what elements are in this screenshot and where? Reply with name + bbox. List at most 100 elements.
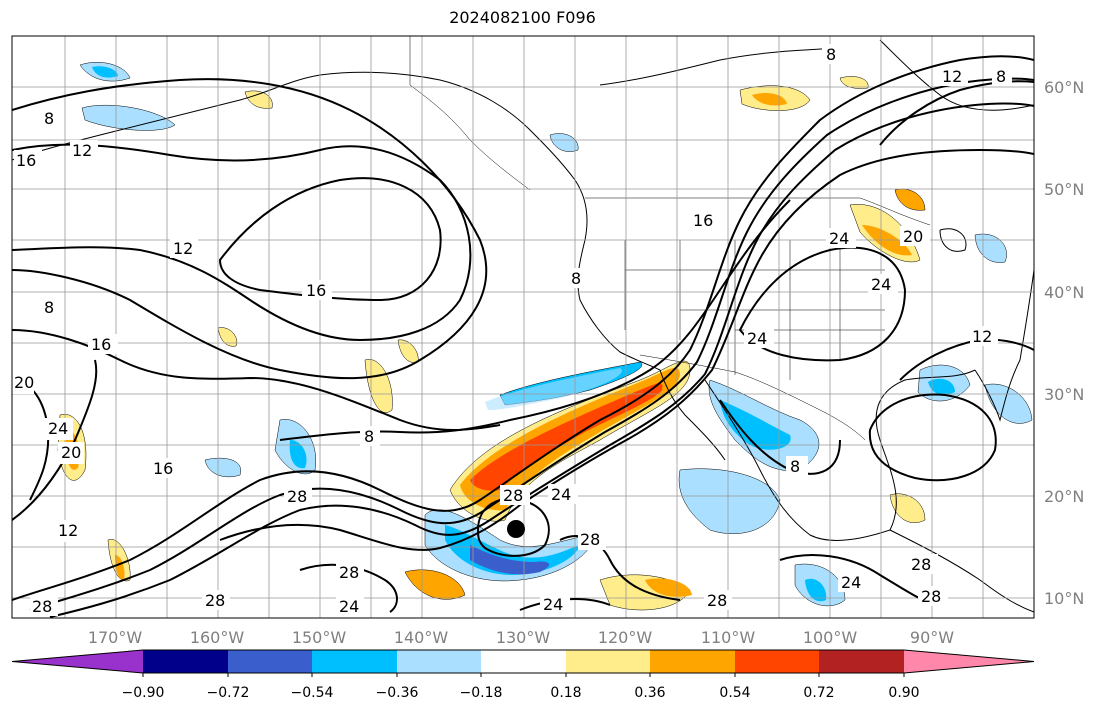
colorbar-segment xyxy=(397,650,481,673)
contour-16-north xyxy=(218,177,442,302)
colorbar-segments xyxy=(11,649,1035,674)
lakes-warm xyxy=(894,188,926,211)
latitude-labels: 60°N 50°N 40°N 30°N 20°N 10°N xyxy=(1044,78,1084,608)
contour-label-16: 16 xyxy=(306,281,326,300)
contour-label-group: 8 12 16 12 16 8 16 20 24 20 16 12 8 xyxy=(12,44,1012,616)
contour-label-16: 16 xyxy=(153,459,173,478)
alaska-coast xyxy=(12,71,588,241)
south-cold-east-core xyxy=(805,578,827,602)
storm-center-marker xyxy=(507,520,525,538)
contour-label-12: 12 xyxy=(173,239,193,258)
contour-label-16: 16 xyxy=(693,211,713,230)
warm-band-red xyxy=(470,383,663,491)
contour-label-28: 28 xyxy=(503,486,523,505)
canada-warm-core xyxy=(752,93,787,106)
us-mexico-border xyxy=(639,354,866,441)
south-warm-left xyxy=(404,569,466,600)
contours xyxy=(12,55,1034,618)
colorbar-tick-label: 0.36 xyxy=(634,685,665,701)
map-title: 2024082100 F096 xyxy=(449,8,596,27)
contour-label-20: 20 xyxy=(903,227,923,246)
colorbar-tick-label: −0.18 xyxy=(460,685,503,701)
lat-label-20n: 20°N xyxy=(1044,487,1084,506)
canada-warm-east xyxy=(839,76,869,89)
colorbar-tick-label: −0.90 xyxy=(122,685,165,701)
contour-label-12: 12 xyxy=(72,141,92,160)
lon-label-110w: 110°W xyxy=(701,628,756,647)
contour-label-28: 28 xyxy=(707,591,727,610)
lat-label-10n: 10°N xyxy=(1044,589,1084,608)
colorbar-ticks: −0.90 −0.72 −0.54 −0.36 −0.18 0.18 0.36 0.54 0.7… xyxy=(122,673,920,701)
lon-label-170w: 170°W xyxy=(88,628,143,647)
hawaii-warm-core xyxy=(115,555,125,580)
central-america xyxy=(889,529,1034,613)
contour-28-south xyxy=(299,563,398,613)
mexico-coast xyxy=(704,379,891,541)
contour-label-8: 8 xyxy=(996,67,1006,86)
lat-label-30n: 30°N xyxy=(1044,385,1084,404)
lat-label-50n: 50°N xyxy=(1044,180,1084,199)
map-border xyxy=(11,35,1035,619)
contour-label-8: 8 xyxy=(364,427,374,446)
colorbar-segment xyxy=(481,650,566,673)
colorbar-tick-label: 0.18 xyxy=(550,685,581,701)
colorbar-tick-label: −0.54 xyxy=(291,685,334,701)
canada-arctic xyxy=(599,47,841,86)
contour-label-20: 20 xyxy=(14,373,34,392)
mexico-south-cold xyxy=(678,468,781,534)
contour-gulf-ring xyxy=(868,393,997,482)
colorbar-tick-label: 0.54 xyxy=(719,685,750,701)
florida xyxy=(974,359,1021,422)
contour-label-24: 24 xyxy=(841,573,861,592)
contour-24-east xyxy=(738,246,907,362)
contour-label-24: 24 xyxy=(551,485,571,504)
bering-cold-core xyxy=(92,66,118,78)
lon-label-130w: 130°W xyxy=(496,628,551,647)
contour-label-28: 28 xyxy=(911,555,931,574)
contour-label-8: 8 xyxy=(790,457,800,476)
east-coast xyxy=(1019,269,1034,361)
contour-label-28: 28 xyxy=(287,487,307,506)
contour-jet-1 xyxy=(12,55,1034,601)
contour-12-north xyxy=(12,143,472,342)
alaska-warm xyxy=(244,90,273,109)
contour-8-tropic xyxy=(279,199,791,441)
pacific-cold-blob-core xyxy=(289,440,307,469)
contour-label-24: 24 xyxy=(871,275,891,294)
lon-label-150w: 150°W xyxy=(292,628,347,647)
baja xyxy=(659,369,726,461)
map-background xyxy=(12,36,1034,618)
pacific-cold-west xyxy=(204,457,241,478)
colorbar-segment xyxy=(312,650,397,673)
lat-label-40n: 40°N xyxy=(1044,283,1084,302)
colorbar-extend-low xyxy=(12,650,143,673)
cold-band-blue xyxy=(470,545,550,575)
contour-west-12 xyxy=(12,359,98,521)
contour-label-16: 16 xyxy=(16,151,36,170)
colorbar-segment xyxy=(143,650,228,673)
mexico-cold-core xyxy=(720,400,791,450)
contour-label-8: 8 xyxy=(44,109,54,128)
longitude-labels: 170°W 160°W 150°W 140°W 130°W 120°W 110°… xyxy=(88,628,954,647)
contour-label-28: 28 xyxy=(32,597,52,616)
lon-label-100w: 100°W xyxy=(803,628,858,647)
hudson-bay xyxy=(879,39,1034,111)
contour-label-16: 16 xyxy=(91,335,111,354)
state-lines-1 xyxy=(624,240,841,380)
lon-label-160w: 160°W xyxy=(190,628,245,647)
contour-label-8: 8 xyxy=(44,298,54,317)
contour-label-24: 24 xyxy=(48,419,68,438)
contour-label-24: 24 xyxy=(829,229,849,248)
contour-label-12: 12 xyxy=(972,327,992,346)
contour-label-20: 20 xyxy=(61,443,81,462)
lon-label-140w: 140°W xyxy=(394,628,449,647)
colorbar-tick-label: 0.90 xyxy=(888,685,919,701)
contour-label-24: 24 xyxy=(747,329,767,348)
contour-label-28: 28 xyxy=(339,563,359,582)
contour-label-28: 28 xyxy=(580,530,600,549)
contour-label-28: 28 xyxy=(205,591,225,610)
colorbar-segment xyxy=(566,650,650,673)
lon-label-120w: 120°W xyxy=(598,628,653,647)
mid-warm-blob xyxy=(364,359,393,413)
